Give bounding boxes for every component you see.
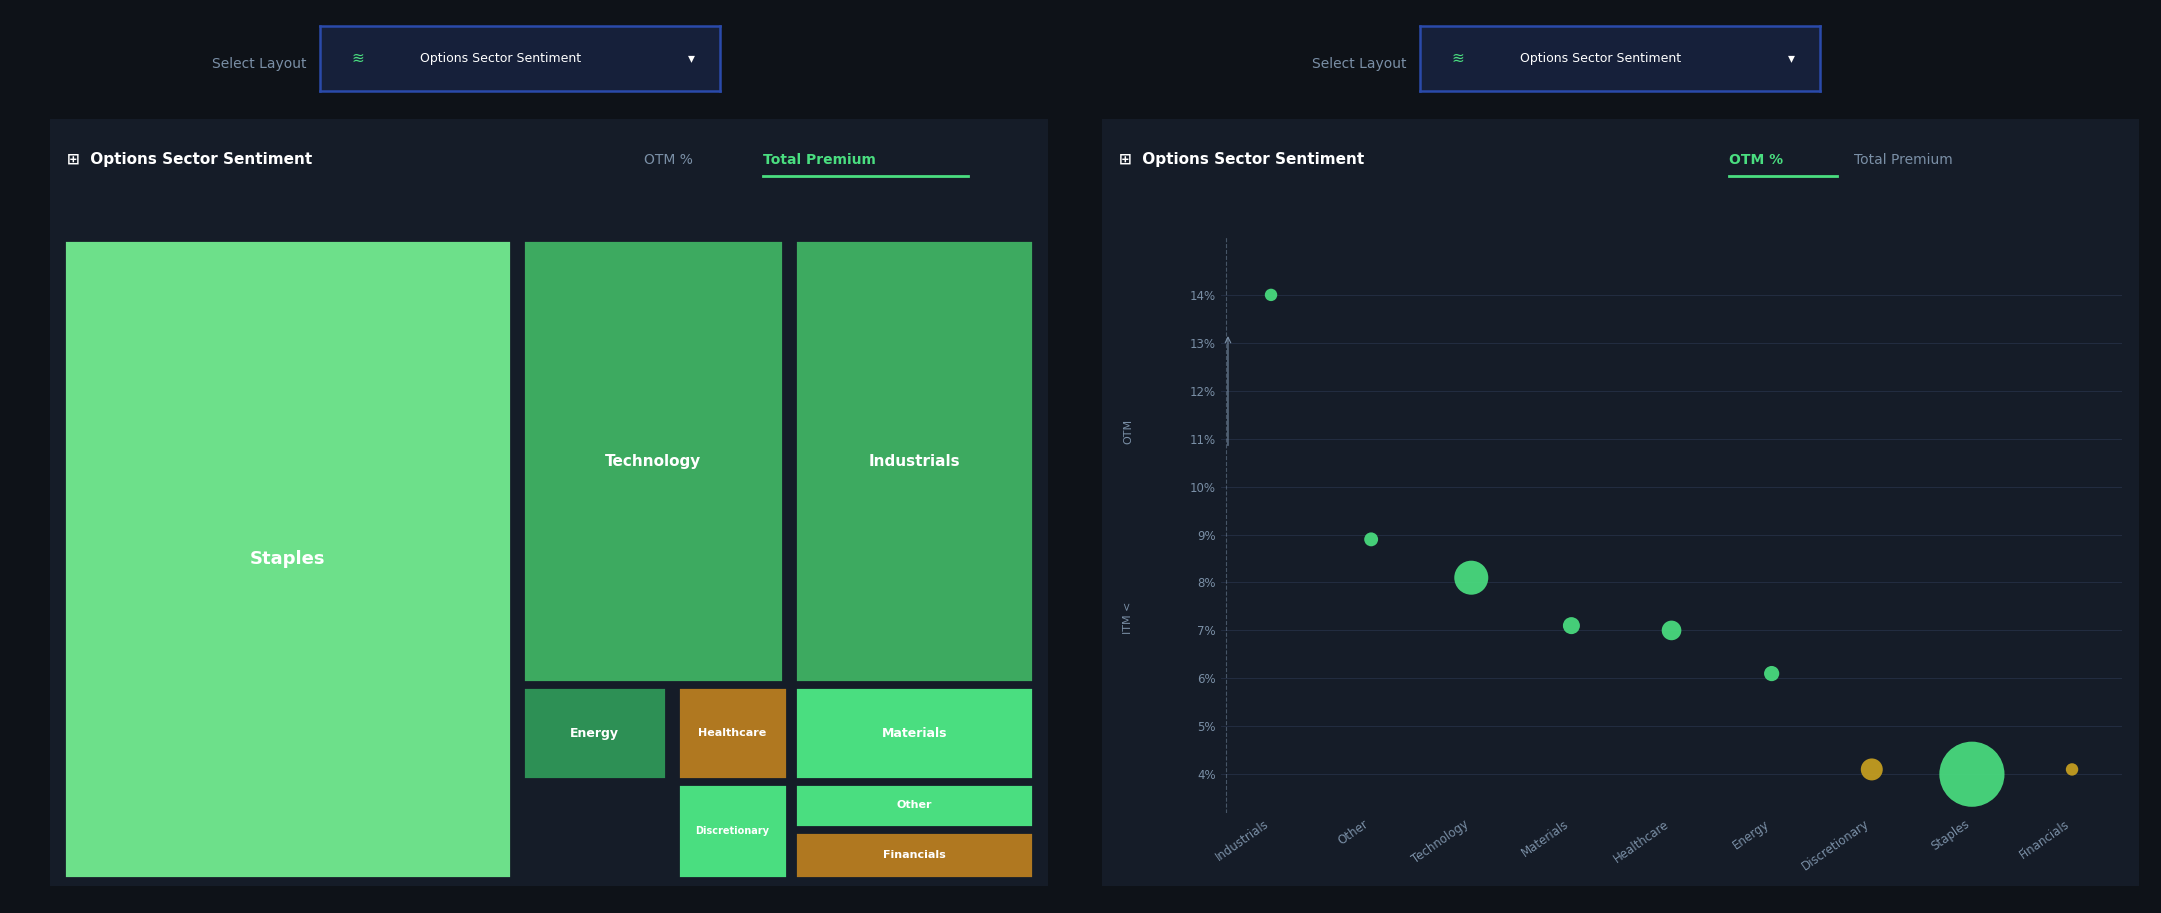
Bar [679,784,787,878]
Point [1353,532,1390,547]
Text: ITM <: ITM < [1124,602,1132,635]
Bar [523,240,782,682]
Text: Materials: Materials [882,727,947,740]
Text: Other: Other [897,801,931,811]
Point [1554,618,1588,633]
Point [1655,624,1690,638]
Text: Options Sector Sentiment: Options Sector Sentiment [1519,52,1681,65]
Text: Select Layout: Select Layout [212,57,307,71]
Text: Staples: Staples [251,551,326,568]
Text: ▾: ▾ [1787,51,1796,66]
Point [1854,762,1889,777]
Bar [679,687,787,779]
Text: ▾: ▾ [687,51,696,66]
Text: Total Premium: Total Premium [1854,152,1954,167]
Bar [795,832,1033,878]
Bar [795,784,1033,827]
Point [1454,571,1489,585]
Point [1755,666,1789,681]
Text: OTM: OTM [1124,419,1132,445]
Text: Energy: Energy [571,727,618,740]
Text: Technology: Technology [605,454,700,468]
Point [1253,288,1288,302]
Text: ≋: ≋ [352,51,365,66]
Text: ⊞  Options Sector Sentiment: ⊞ Options Sector Sentiment [67,152,311,167]
Bar [523,687,666,779]
Text: Industrials: Industrials [869,454,959,468]
Point [1954,767,1988,782]
Text: Select Layout: Select Layout [1312,57,1407,71]
Text: OTM %: OTM % [644,152,694,167]
Text: OTM %: OTM % [1729,152,1783,167]
Text: Discretionary: Discretionary [696,826,769,836]
Text: ⊞  Options Sector Sentiment: ⊞ Options Sector Sentiment [1119,152,1364,167]
Bar [65,240,510,878]
Bar [795,240,1033,682]
Text: Healthcare: Healthcare [698,728,767,738]
Text: Options Sector Sentiment: Options Sector Sentiment [419,52,581,65]
Bar [795,687,1033,779]
Text: Total Premium: Total Premium [763,152,875,167]
Text: Financials: Financials [884,850,947,860]
Point [2055,762,2090,777]
Text: ≋: ≋ [1452,51,1465,66]
